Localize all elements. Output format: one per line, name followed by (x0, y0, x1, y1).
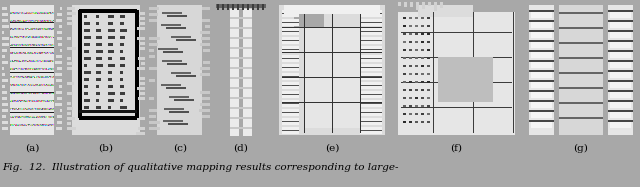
Text: Fig.  12.  Illustration of qualitative mapping results corresponding to large-: Fig. 12. Illustration of qualitative map… (2, 163, 399, 172)
Text: (a): (a) (25, 143, 39, 153)
Text: (c): (c) (173, 143, 187, 153)
Text: (d): (d) (234, 143, 248, 153)
Text: (f): (f) (450, 143, 462, 153)
Text: (b): (b) (99, 143, 113, 153)
Text: (e): (e) (325, 143, 339, 153)
Text: (g): (g) (573, 143, 588, 153)
